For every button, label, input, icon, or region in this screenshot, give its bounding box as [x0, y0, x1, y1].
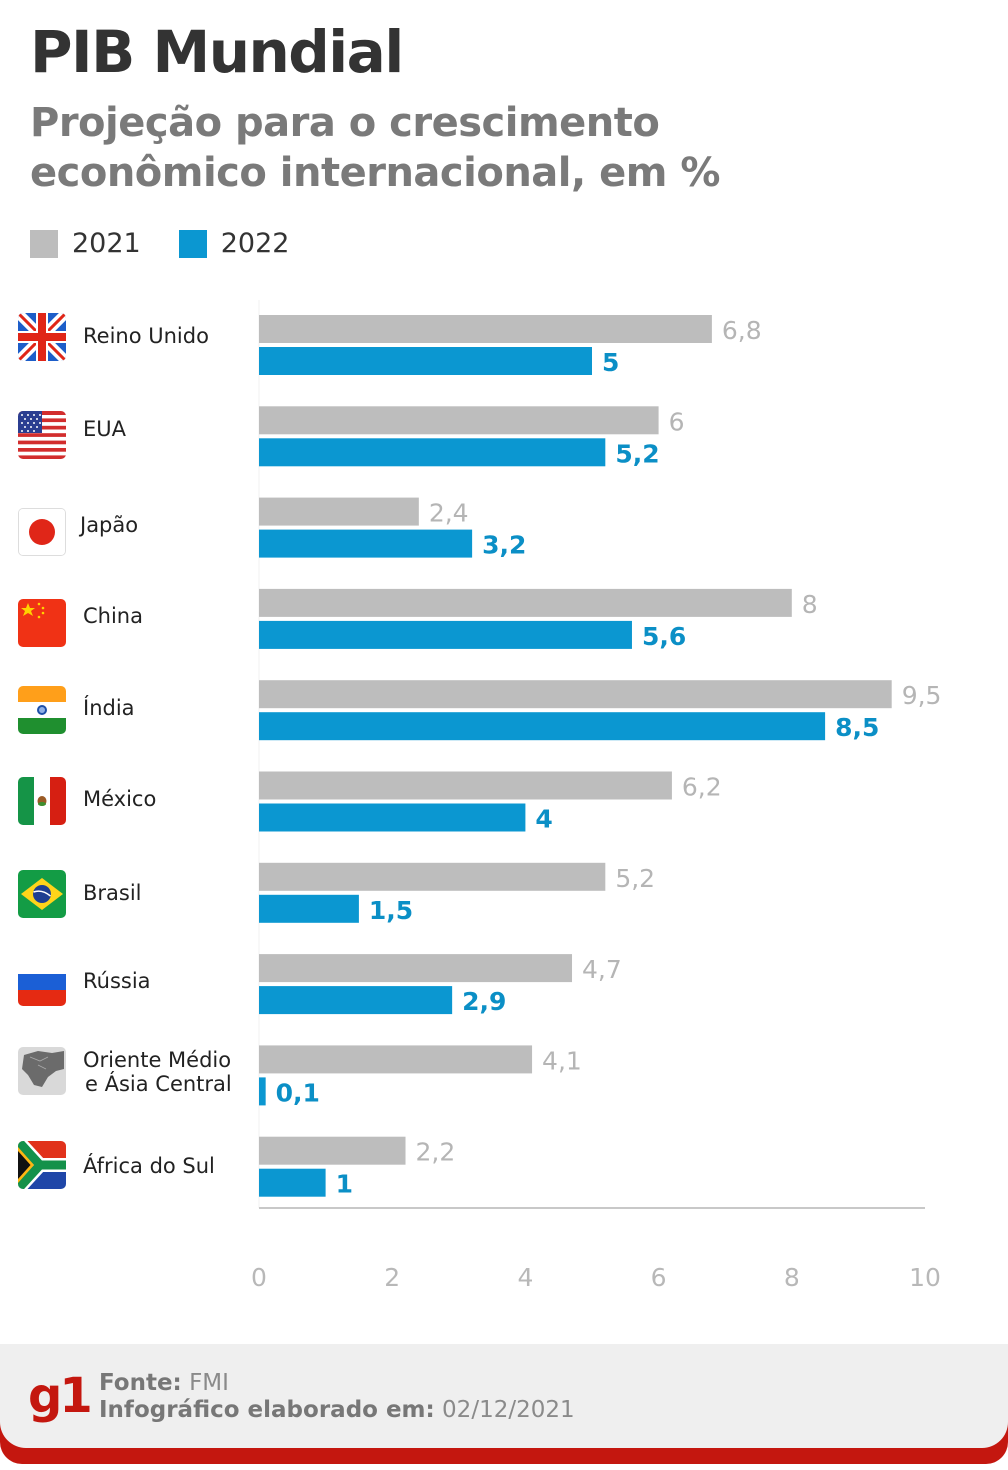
footer: g1 Fonte: FMI Infográfico elaborado em: …	[0, 1344, 1008, 1464]
country-label: México	[83, 787, 157, 811]
source-value: FMI	[189, 1370, 229, 1396]
legend-label-2021: 2021	[72, 228, 141, 259]
bar-chart: 6,8 5 6 5,2 2,4 3,2 8 5,6 9,5 8,5 6,2 4 5,2 1,5 4,7 2,9…	[251, 300, 942, 1292]
country-label-line-1: Oriente Médio	[83, 1048, 232, 1072]
footer-credits: Fonte: FMI Infográfico elaborado em: 02/…	[99, 1370, 575, 1424]
south-africa-flag-icon	[18, 1141, 66, 1189]
data-label-2022: 3,2	[482, 531, 526, 560]
date-value: 02/12/2021	[442, 1397, 575, 1423]
data-label-2022: 5,6	[642, 622, 686, 651]
bar-2021	[259, 497, 419, 526]
data-label-2021: 2,4	[429, 499, 469, 528]
data-label-2022: 1	[336, 1170, 353, 1199]
x-tick-label: 8	[784, 1263, 800, 1292]
country-label: Brasil	[83, 881, 142, 905]
source-line: Fonte: FMI	[99, 1370, 575, 1397]
japan-flag-icon	[18, 508, 66, 556]
legend: 2021 2022	[30, 228, 327, 259]
data-label-2021: 8	[802, 590, 818, 619]
data-label-2022: 4	[535, 805, 552, 834]
usa-flag-icon	[18, 411, 66, 459]
data-label-2021: 4,7	[582, 955, 622, 984]
bar-2021	[259, 954, 573, 983]
china-flag-icon	[18, 599, 66, 647]
country-label: Índia	[83, 696, 135, 720]
data-label-2021: 6,8	[722, 316, 762, 345]
data-label-2022: 0,1	[276, 1078, 320, 1107]
country-label: África do Sul	[83, 1154, 215, 1178]
country-label-multiline: Oriente Médio e Ásia Central	[83, 1048, 232, 1096]
data-label-2021: 6	[669, 407, 685, 436]
bar-2021	[259, 771, 672, 800]
x-tick-label: 4	[517, 1263, 533, 1292]
g1-logo: g1	[28, 1368, 93, 1424]
bar-2022	[259, 803, 526, 832]
mexico-flag-icon	[18, 777, 66, 825]
bar-2022	[259, 347, 592, 375]
source-label: Fonte:	[99, 1370, 182, 1396]
subtitle-line-1: Projeção para o crescimento	[30, 100, 660, 146]
country-label: Japão	[80, 513, 139, 537]
middle-east-map-icon	[18, 1047, 66, 1095]
data-label-2022: 5	[602, 348, 619, 377]
india-flag-icon	[18, 686, 66, 734]
bar-2022	[259, 1168, 326, 1197]
data-label-2021: 4,1	[542, 1046, 582, 1075]
bar-2021	[259, 406, 659, 435]
legend-item-2022: 2022	[178, 228, 290, 259]
legend-label-2022: 2022	[220, 228, 290, 259]
x-tick-label: 0	[251, 1263, 267, 1292]
bar-2022	[259, 894, 359, 923]
subtitle-line-2: econômico internacional, em %	[30, 150, 720, 196]
data-label-2022: 1,5	[369, 896, 413, 925]
x-tick-label: 10	[909, 1263, 941, 1292]
bar-2021	[259, 1045, 533, 1074]
bar-2022	[259, 620, 632, 649]
uk-flag-icon	[18, 313, 66, 361]
bar-2021	[259, 862, 606, 891]
x-tick-label: 2	[384, 1263, 400, 1292]
bar-2022	[259, 986, 453, 1015]
date-line: Infográfico elaborado em: 02/12/2021	[99, 1397, 575, 1424]
country-label: EUA	[83, 417, 127, 441]
bar-2021	[259, 680, 892, 709]
bar-2022	[259, 529, 473, 558]
bar-2021	[259, 1136, 406, 1165]
bar-2021	[259, 588, 792, 617]
legend-swatch-2022	[178, 229, 207, 258]
data-label-2022: 5,2	[615, 439, 659, 468]
bar-2022	[259, 712, 826, 741]
russia-flag-icon	[18, 958, 66, 1006]
data-label-2022: 8,5	[835, 713, 879, 742]
country-label: Rússia	[83, 969, 151, 993]
legend-swatch-2021	[30, 229, 58, 258]
bar-2022	[259, 1077, 266, 1106]
country-label: China	[83, 604, 143, 628]
data-label-2022: 2,9	[462, 987, 506, 1016]
footer-panel	[0, 1344, 1008, 1448]
date-label: Infográfico elaborado em:	[99, 1397, 435, 1423]
data-label-2021: 5,2	[615, 864, 655, 893]
chart-title: PIB Mundial	[30, 18, 404, 86]
data-label-2021: 9,5	[902, 681, 942, 710]
x-tick-label: 6	[651, 1263, 667, 1292]
country-label-line-2: e Ásia Central	[85, 1072, 232, 1096]
brazil-flag-icon	[18, 870, 66, 918]
country-label: Reino Unido	[83, 324, 209, 348]
data-label-2021: 2,2	[416, 1138, 456, 1167]
legend-item-2021: 2021	[30, 228, 141, 259]
data-label-2021: 6,2	[682, 773, 722, 802]
chart-subtitle: Projeção para o crescimento econômico in…	[30, 98, 720, 198]
bar-2021	[259, 315, 712, 343]
bar-2022	[259, 438, 606, 467]
